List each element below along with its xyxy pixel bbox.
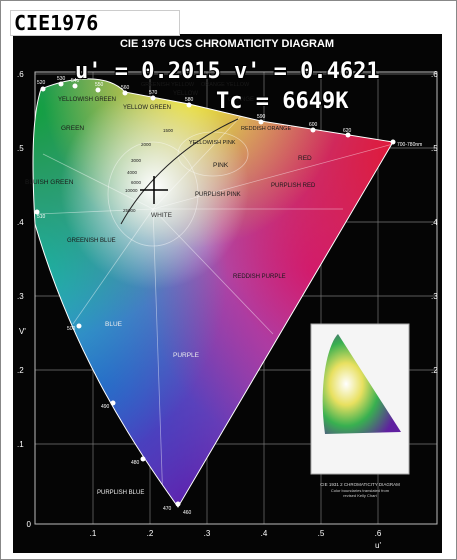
svg-text:550: 550 bbox=[95, 82, 104, 88]
color-temperature-readout: Tc = 6649K bbox=[216, 89, 349, 114]
svg-text:RED: RED bbox=[298, 155, 312, 162]
svg-text:ORANGE: ORANGE bbox=[228, 97, 254, 103]
svg-text:620: 620 bbox=[343, 128, 352, 134]
v-axis-label: V' bbox=[19, 327, 26, 336]
svg-text:.3: .3 bbox=[17, 292, 24, 301]
crosshair-cursor bbox=[140, 176, 168, 204]
svg-text:0: 0 bbox=[27, 520, 32, 529]
chromaticity-diagram-photo: CIE 1931 2 CHROMATICITY DIAGRAM Color bo… bbox=[13, 34, 442, 553]
app-title-label: CIE1976 bbox=[10, 10, 180, 36]
svg-text:.5: .5 bbox=[431, 144, 438, 153]
svg-text:3000: 3000 bbox=[131, 158, 142, 163]
svg-text:700-780nm: 700-780nm bbox=[397, 142, 422, 148]
svg-text:.4: .4 bbox=[261, 529, 268, 538]
svg-text:580: 580 bbox=[185, 97, 194, 103]
svg-text:YELLOW GREEN: YELLOW GREEN bbox=[123, 105, 171, 111]
svg-text:BLUE: BLUE bbox=[105, 321, 123, 328]
svg-text:1500: 1500 bbox=[163, 128, 174, 133]
svg-text:.1: .1 bbox=[17, 440, 24, 449]
svg-text:10000: 10000 bbox=[125, 188, 138, 193]
svg-text:540: 540 bbox=[71, 78, 80, 84]
svg-text:BLUISH GREEN: BLUISH GREEN bbox=[25, 179, 74, 186]
svg-text:520: 520 bbox=[37, 80, 46, 86]
u-axis-label: u' bbox=[375, 541, 381, 550]
svg-text:WHITE: WHITE bbox=[151, 212, 173, 219]
svg-text:REDDISH PURPLE: REDDISH PURPLE bbox=[233, 274, 286, 280]
svg-text:570: 570 bbox=[149, 90, 158, 96]
svg-text:YELLOWISH PINK: YELLOWISH PINK bbox=[189, 140, 236, 146]
svg-text:480: 480 bbox=[131, 460, 140, 466]
svg-text:.2: .2 bbox=[147, 529, 154, 538]
svg-text:530: 530 bbox=[57, 76, 66, 82]
svg-text:.5: .5 bbox=[318, 529, 325, 538]
svg-text:560: 560 bbox=[121, 85, 130, 91]
inset-title: CIE 1931 2 CHROMATICITY DIAGRAM bbox=[320, 482, 400, 487]
svg-text:600: 600 bbox=[309, 122, 318, 128]
wavelength-labels: 700-780nm 620 600 590 580 570 560 550 54… bbox=[37, 76, 422, 516]
y-tick-labels: .6 .5 .4 .3 .2 .1 V' .6 .5 .4 .3 .2 bbox=[17, 70, 438, 449]
svg-text:.2: .2 bbox=[431, 366, 438, 375]
svg-text:510: 510 bbox=[37, 214, 46, 220]
svg-text:460: 460 bbox=[183, 510, 192, 516]
svg-text:YELLOW: YELLOW bbox=[173, 91, 198, 97]
svg-text:.6: .6 bbox=[17, 70, 24, 79]
svg-text:YELLOWISH GREEN: YELLOWISH GREEN bbox=[58, 97, 116, 103]
svg-text:2000: 2000 bbox=[141, 142, 152, 147]
svg-text:470: 470 bbox=[163, 506, 172, 512]
inset-diagram: CIE 1931 2 CHROMATICITY DIAGRAM Color bo… bbox=[310, 323, 410, 498]
uv-coordinate-readout: u' = 0.2015 v' = 0.4621 bbox=[75, 59, 380, 84]
svg-text:.4: .4 bbox=[17, 218, 24, 227]
svg-text:GREEN: GREEN bbox=[61, 125, 84, 132]
svg-text:.6: .6 bbox=[431, 70, 438, 79]
svg-text:6000: 6000 bbox=[131, 180, 142, 185]
svg-text:.6: .6 bbox=[375, 529, 382, 538]
inset-caption-2: revised Kelly Chart bbox=[343, 493, 377, 498]
wavelength-dots bbox=[34, 81, 396, 507]
svg-text:.5: .5 bbox=[17, 144, 24, 153]
svg-text:25000: 25000 bbox=[123, 208, 136, 213]
svg-text:.3: .3 bbox=[204, 529, 211, 538]
region-labels: YELLOWISH GREEN YELLOW GREEN GREENISH YE… bbox=[25, 82, 316, 496]
svg-text:PURPLISH RED: PURPLISH RED bbox=[271, 183, 316, 189]
inset-caption-1: Color boundaries translated from bbox=[331, 488, 390, 493]
svg-text:PURPLE: PURPLE bbox=[173, 352, 200, 359]
svg-text:490: 490 bbox=[101, 404, 110, 410]
svg-text:.4: .4 bbox=[431, 218, 438, 227]
svg-text:PURPLISH BLUE: PURPLISH BLUE bbox=[97, 490, 144, 496]
svg-text:REDDISH ORANGE: REDDISH ORANGE bbox=[241, 126, 291, 132]
svg-text:ORANGE YELLOW: ORANGE YELLOW bbox=[201, 82, 250, 88]
svg-text:PURPLISH PINK: PURPLISH PINK bbox=[195, 192, 241, 198]
svg-text:.3: .3 bbox=[431, 292, 438, 301]
svg-text:590: 590 bbox=[257, 114, 266, 120]
svg-text:.1: .1 bbox=[90, 529, 97, 538]
diagram-title: CIE 1976 UCS CHROMATICITY DIAGRAM bbox=[120, 38, 334, 50]
cct-labels: 10000 25000 1500 2000 3000 4000 6000 bbox=[123, 128, 174, 213]
axis-frame bbox=[34, 71, 438, 525]
svg-text:PINK: PINK bbox=[213, 162, 229, 169]
svg-text:GREENISH YELLOW: GREENISH YELLOW bbox=[141, 82, 195, 88]
svg-text:4000: 4000 bbox=[127, 170, 138, 175]
chromaticity-diagram: CIE 1931 2 CHROMATICITY DIAGRAM Color bo… bbox=[17, 38, 438, 550]
svg-text:500: 500 bbox=[67, 326, 76, 332]
svg-text:GREENISH BLUE: GREENISH BLUE bbox=[67, 238, 116, 244]
svg-text:.2: .2 bbox=[17, 366, 24, 375]
x-tick-labels: .1 .2 .3 .4 .5 .6 0 u' bbox=[27, 520, 382, 550]
